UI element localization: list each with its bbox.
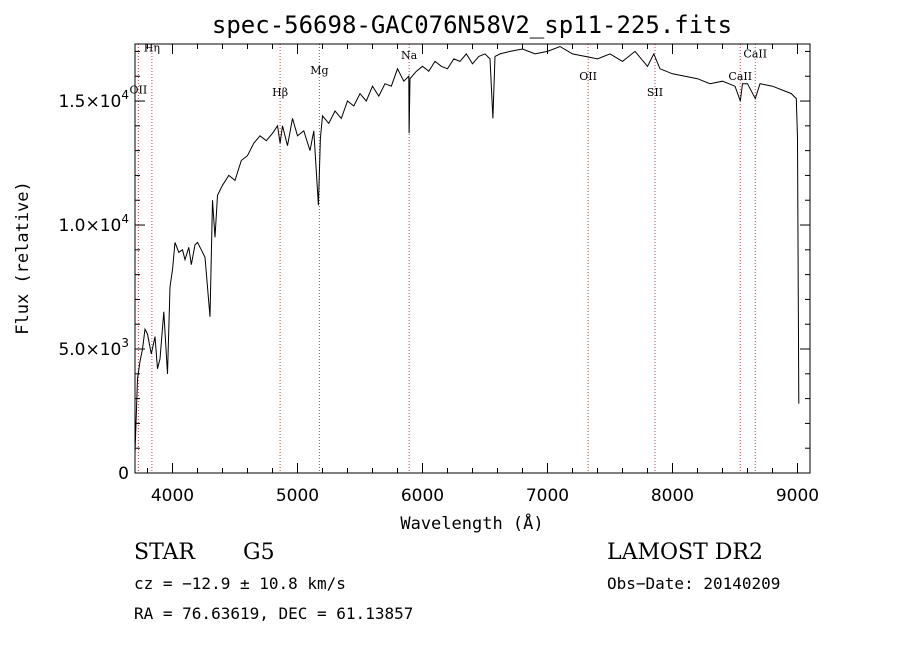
object-class: STAR (134, 540, 195, 565)
object-subclass: G5 (243, 540, 275, 565)
spectral-line-markers: Hη OII Hβ Mg Na OII SII CaII CaII (130, 41, 767, 473)
y-tick-label: 0 (118, 464, 129, 484)
line-marker-label: Hη (144, 41, 160, 54)
line-marker-label: Na (401, 49, 418, 62)
line-marker-label: OII (579, 70, 597, 83)
x-tick-label: 7000 (526, 486, 569, 506)
chart-title: spec-56698-GAC076N58V2_sp11-225.fits (212, 11, 732, 39)
survey-release: LAMOST DR2 (607, 540, 763, 565)
y-tick-label: 5.0×103 (58, 336, 129, 360)
line-marker-label: CaII (728, 70, 752, 83)
x-tick-label: 9000 (776, 486, 819, 506)
x-tick-label: 5000 (276, 486, 319, 506)
x-tick-label: 8000 (651, 486, 694, 506)
line-marker-label: OII (130, 84, 148, 97)
observation-date: Obs−Date: 20140209 (607, 574, 781, 593)
y-axis-label: Flux (relative) (13, 181, 33, 335)
coordinates-ra-dec: RA = 76.63619, DEC = 61.13857 (134, 604, 414, 623)
redshift-cz: cz = −12.9 ± 10.8 km/s (134, 574, 346, 593)
x-tick-label: 4000 (151, 486, 194, 506)
spectrum-line (134, 45, 800, 454)
plot-frame (134, 43, 811, 474)
x-tick-label: 6000 (401, 486, 444, 506)
y-tick-label: 1.0×104 (58, 212, 129, 236)
y-tick-label: 1.5×104 (58, 88, 129, 112)
line-marker-label: Hβ (272, 86, 288, 99)
line-marker-label: CaII (743, 48, 767, 61)
x-axis: 4000 5000 6000 7000 8000 9000 (147, 44, 819, 506)
x-axis-label: Wavelength (Å) (400, 512, 543, 534)
y-axis: 0 5.0×103 1.0×104 1.5×104 (58, 50, 810, 484)
line-marker-label: SII (647, 86, 663, 99)
line-marker-label: Mg (310, 64, 328, 77)
